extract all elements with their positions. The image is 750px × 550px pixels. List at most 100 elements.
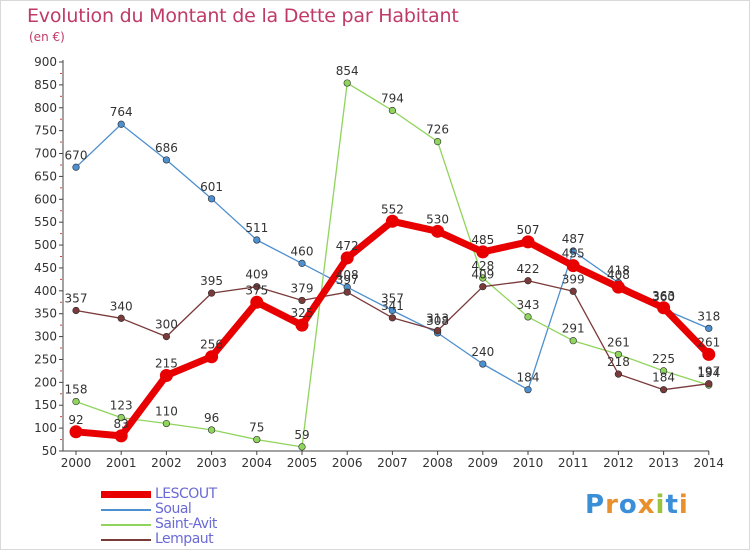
chart-subtitle: (en €)	[29, 30, 65, 44]
data-point-lempaut	[705, 380, 713, 388]
data-point-saint-avit	[162, 419, 170, 428]
x-tick-label: 2014	[694, 456, 725, 470]
data-label-lescout: 552	[381, 202, 404, 216]
data-point-lempaut	[569, 287, 577, 295]
data-label-saint-avit: 194	[697, 366, 720, 380]
data-label-soual: 184	[517, 371, 540, 385]
x-tick-label: 2010	[513, 456, 544, 470]
x-tick-label: 2000	[61, 456, 92, 470]
data-label-soual: 408	[336, 268, 359, 282]
data-point-lescout	[657, 301, 671, 315]
y-tick-label: 600	[34, 192, 57, 206]
data-label-lescout: 261	[697, 335, 720, 349]
x-tick-label: 2002	[151, 456, 182, 470]
data-label-lempaut: 184	[652, 371, 675, 385]
data-label-lempaut: 399	[562, 272, 585, 286]
data-point-saint-avit	[343, 79, 351, 87]
data-point-lempaut	[479, 283, 487, 291]
data-point-lescout	[476, 245, 490, 259]
y-tick-label: 250	[34, 352, 57, 366]
data-point-soual	[298, 259, 306, 267]
data-point-lempaut	[659, 386, 668, 394]
data-label-lempaut: 300	[155, 318, 178, 332]
y-tick-label: 200	[34, 375, 57, 389]
x-tick-label: 2003	[196, 456, 227, 470]
data-point-lescout	[295, 318, 309, 332]
x-tick-label: 2011	[558, 456, 589, 470]
y-tick-label: 350	[34, 307, 57, 321]
data-point-soual	[72, 163, 80, 171]
y-tick-label: 400	[34, 284, 57, 298]
data-point-saint-avit	[117, 413, 125, 422]
data-point-soual	[388, 306, 397, 315]
legend-swatch	[101, 539, 151, 541]
data-label-saint-avit: 726	[426, 123, 449, 137]
data-label-saint-avit: 291	[562, 322, 585, 336]
logo-letter: r	[605, 490, 619, 520]
data-point-lescout	[340, 251, 354, 265]
data-label-soual: 487	[562, 232, 585, 246]
y-tick-label: 750	[34, 124, 57, 138]
data-point-lempaut	[298, 296, 306, 305]
chart-title: Evolution du Montant de la Dette par Hab…	[27, 5, 459, 27]
data-label-soual: 670	[65, 148, 88, 162]
data-point-lempaut	[117, 314, 125, 322]
data-label-lempaut: 340	[110, 299, 133, 313]
data-label-saint-avit: 59	[294, 428, 309, 442]
y-tick-label: 550	[34, 215, 57, 229]
logo-letter: o	[618, 490, 638, 520]
data-label-saint-avit: 123	[110, 399, 133, 413]
data-label-lempaut: 197	[697, 365, 720, 379]
data-label-lempaut: 357	[65, 292, 88, 306]
data-label-lescout: 83	[114, 417, 129, 431]
data-point-lempaut	[72, 306, 80, 315]
y-tick-label: 650	[34, 169, 57, 183]
data-label-soual: 601	[200, 180, 223, 194]
data-label-lempaut: 395	[200, 274, 223, 288]
data-point-lescout	[431, 224, 445, 238]
y-tick-label: 150	[34, 398, 57, 412]
data-point-saint-avit	[434, 138, 442, 146]
y-tick-label: 50	[42, 444, 57, 458]
y-tick-label: 450	[34, 261, 57, 275]
data-point-lempaut	[162, 332, 170, 341]
data-label-soual: 686	[155, 141, 178, 155]
data-label-lempaut: 313	[426, 312, 449, 326]
data-point-lescout	[114, 429, 128, 443]
data-point-lempaut	[524, 277, 532, 285]
x-tick-label: 2013	[648, 456, 679, 470]
data-label-soual: 511	[245, 221, 268, 235]
data-point-lempaut	[253, 283, 261, 291]
logo-letter: t	[665, 490, 679, 520]
data-label-lescout: 256	[200, 338, 223, 352]
x-tick-label: 2001	[106, 456, 137, 470]
data-label-saint-avit: 343	[517, 298, 540, 312]
y-tick-label: 100	[34, 421, 57, 435]
legend-label: LESCOUT	[155, 486, 217, 502]
x-tick-label: 2009	[468, 456, 499, 470]
data-point-lempaut	[614, 370, 623, 378]
legend-label: Lempaut	[155, 531, 214, 547]
data-label-lescout: 325	[291, 306, 314, 320]
y-tick-label: 800	[34, 101, 57, 115]
legend-label: Soual	[155, 501, 192, 517]
data-point-lempaut	[343, 288, 351, 296]
data-point-soual	[705, 324, 713, 332]
data-label-lescout: 363	[652, 289, 675, 303]
data-point-lescout	[521, 235, 535, 249]
data-label-lescout: 530	[426, 212, 449, 226]
data-point-soual	[253, 236, 261, 244]
data-label-lescout: 507	[517, 223, 540, 237]
data-point-saint-avit	[388, 106, 397, 115]
legend-swatch	[101, 509, 151, 511]
data-label-soual: 764	[110, 105, 133, 119]
data-point-soual	[208, 195, 216, 203]
data-label-lescout: 485	[471, 233, 494, 247]
data-label-lescout: 215	[155, 356, 178, 370]
data-point-saint-avit	[614, 350, 623, 359]
x-tick-label: 2012	[603, 456, 634, 470]
data-label-saint-avit: 225	[652, 352, 675, 366]
data-label-lempaut: 422	[517, 262, 540, 276]
data-label-soual: 357	[381, 292, 404, 306]
